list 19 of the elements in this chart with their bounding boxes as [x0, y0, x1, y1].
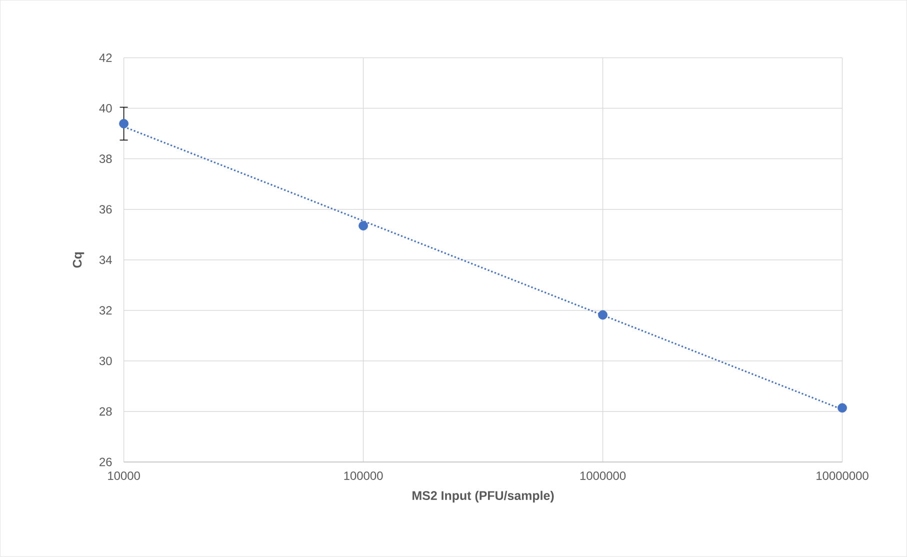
y-tick-label: 30 — [99, 356, 112, 366]
point — [838, 403, 847, 413]
y-tick-label: 28 — [100, 407, 112, 416]
y-tick-label: 42 — [99, 54, 112, 62]
y-tick-label: 36 — [99, 205, 112, 214]
y-tick-label: 32 — [99, 306, 112, 315]
x-tick-label: 1000000 — [580, 472, 626, 480]
point — [598, 310, 608, 320]
x-axis-title: MS2 Input (PFU/sample) — [412, 490, 554, 503]
point — [358, 221, 368, 231]
x-tick-label: 10000 — [108, 472, 140, 480]
y-tick-label: 38 — [99, 154, 112, 164]
y-tick-label: 40 — [99, 104, 112, 113]
y-tick-label: 26 — [100, 458, 112, 466]
x-tick-label: 10000000 — [816, 472, 868, 480]
point — [119, 119, 129, 128]
y-axis-title: Cq — [72, 252, 84, 268]
x-tick-label: 100000 — [344, 472, 383, 480]
y-tick-label: 34 — [99, 256, 112, 264]
